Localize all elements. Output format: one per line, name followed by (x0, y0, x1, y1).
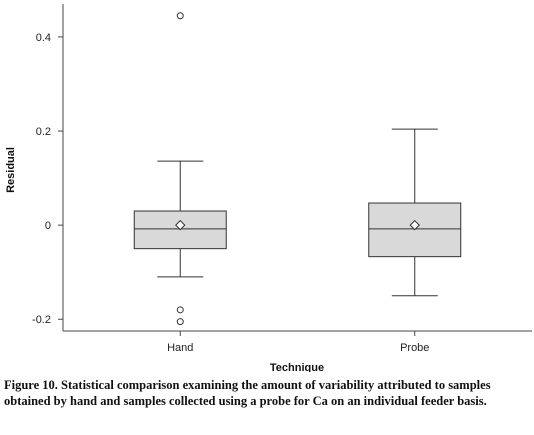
x-axis-ticks: Hand Probe (167, 331, 429, 354)
y-tick-label: 0 (45, 220, 51, 232)
x-axis-title: Technique (270, 362, 324, 372)
outlier-point (176, 306, 184, 314)
box-probe (368, 128, 462, 297)
outlier-point (176, 318, 184, 326)
y-tick-label: 0.2 (36, 126, 51, 138)
x-tick-label: Hand (167, 342, 193, 354)
y-axis-title: Residual (5, 147, 17, 193)
box-hand (133, 12, 227, 326)
y-tick-label: -0.2 (32, 314, 51, 326)
mean-marker (409, 219, 420, 231)
y-tick-label: 0.4 (36, 32, 51, 44)
x-tick-label: Probe (400, 342, 429, 354)
mean-marker (175, 219, 186, 231)
outlier-point (176, 12, 184, 20)
plot-area (133, 12, 462, 326)
y-axis-ticks: -0.2 0 0.2 0.4 (32, 32, 63, 326)
figure-caption: Figure 10. Statistical comparison examin… (4, 378, 491, 408)
box-plot-chart: -0.2 0 0.2 0.4 Hand Probe Residual Technique (5, 4, 532, 372)
